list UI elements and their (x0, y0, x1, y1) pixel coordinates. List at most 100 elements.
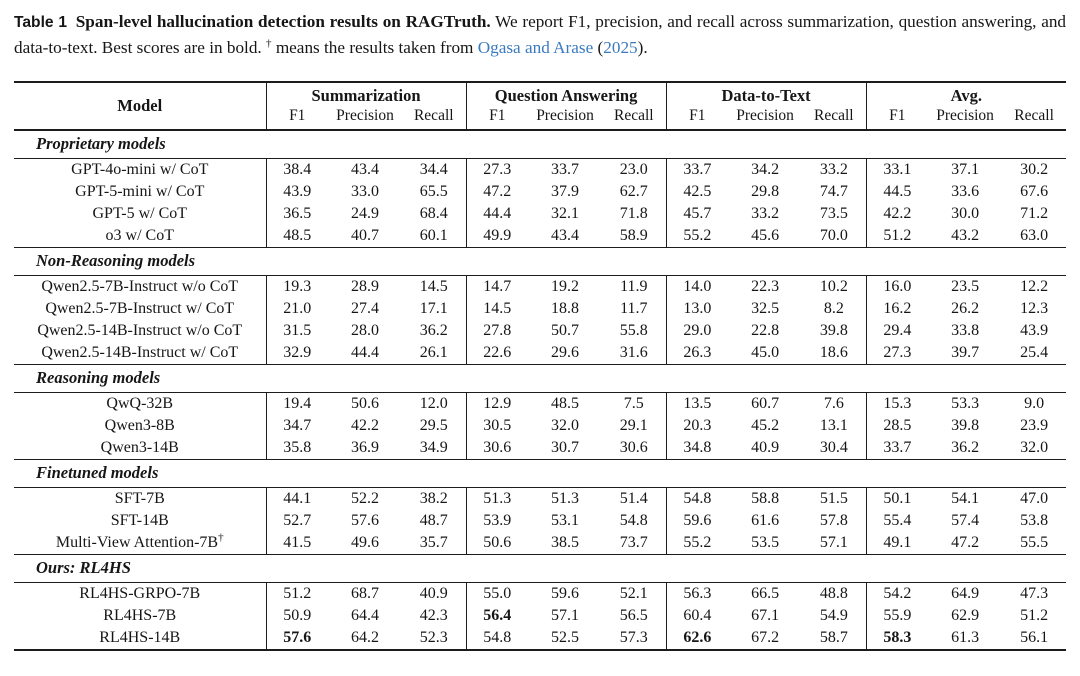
score-cell: 32.0 (551, 417, 580, 434)
score-cell: 57.4 (951, 512, 980, 529)
score-cell: 30.4 (819, 439, 848, 456)
score-cell: 64.9 (951, 585, 980, 602)
score-cell: 50.9 (265, 605, 328, 627)
score-cell: 51.4 (619, 490, 648, 507)
score-cell: 27.3 (865, 342, 929, 365)
section-header-row: Finetuned models (14, 459, 1067, 488)
score-cell: 56.3 (665, 582, 729, 605)
score-cell: 23.5 (951, 278, 980, 295)
score-cell: 45.2 (751, 417, 780, 434)
table-row-qwq-32b: QwQ-32B 19.4 50.6 12.0 12.9 48.5 7.5 13.5 60.7 7.… (14, 392, 1066, 415)
score-cell: 17.1 (419, 300, 448, 317)
score-cell: 33.8 (951, 322, 980, 339)
score-cell: 53.9 (465, 510, 529, 532)
score-cell: 42.3 (419, 607, 448, 624)
score-cell: 52.3 (419, 629, 448, 646)
score-cell: 14.5 (419, 278, 448, 295)
score-cell: 74.7 (819, 183, 848, 200)
score-cell: 38.4 (265, 158, 328, 181)
score-cell: 70.0 (819, 227, 848, 244)
score-cell: 43.9 (265, 181, 328, 203)
score-cell: 45.7 (665, 203, 729, 225)
score-cell: 29.8 (751, 183, 780, 200)
score-cell: 32.5 (751, 300, 780, 317)
score-cell: 30.7 (551, 439, 580, 456)
score-cell: 33.2 (751, 205, 780, 222)
citation-link[interactable]: Ogasa and Arase (477, 38, 594, 57)
score-cell: 31.6 (619, 344, 648, 361)
score-cell: 39.7 (951, 344, 980, 361)
model-cell: QwQ-32B (106, 395, 174, 412)
citation-year-link[interactable]: 2025 (603, 38, 638, 57)
section-title: Non-Reasoning models (14, 247, 1067, 276)
score-cell: 11.7 (620, 300, 648, 317)
score-cell: 44.4 (351, 344, 379, 361)
score-cell: 43.4 (351, 161, 379, 178)
score-cell: 53.1 (551, 512, 580, 529)
section-title: Reasoning models (14, 364, 1067, 393)
score-cell: 14.0 (665, 275, 729, 298)
table-row-gpt-5-w-cot: GPT-5 w/ CoT 36.5 24.9 68.4 44.4 32.1 71.8 45.7… (14, 203, 1066, 225)
score-cell: 11.9 (620, 278, 648, 295)
score-cell: 73.7 (619, 534, 648, 551)
group-header-avg: Avg. (865, 82, 1067, 106)
score-cell: 38.5 (551, 534, 580, 551)
score-cell: 29.6 (551, 344, 580, 361)
group-header-question-answering: Question Answering (465, 82, 667, 106)
score-cell: 36.9 (351, 439, 379, 456)
metric-header-avg-recall: Recall (1014, 107, 1054, 124)
metric-header-avg-f1: F1 (865, 106, 929, 130)
metric-header-question-answering-f1: F1 (465, 106, 529, 130)
table-row-qwen3-8b: Qwen3-8B 34.7 42.2 29.5 30.5 32.0 29.1 20.3 45.2… (14, 415, 1066, 437)
score-cell: 12.3 (1020, 300, 1049, 317)
citation-paren-open: ( (597, 38, 604, 57)
score-cell: 44.4 (465, 203, 529, 225)
score-cell: 38.2 (419, 490, 448, 507)
score-cell: 23.9 (1020, 417, 1049, 434)
model-cell: RL4HS-14B (99, 629, 181, 646)
score-cell: 26.2 (951, 300, 980, 317)
score-cell: 22.8 (751, 322, 780, 339)
score-cell: 52.7 (265, 510, 328, 532)
score-cell: 53.8 (1020, 512, 1049, 529)
score-cell: 8.2 (823, 300, 844, 317)
score-cell: 13.1 (819, 417, 848, 434)
score-cell: 49.9 (465, 225, 529, 248)
caption-body-2: means the results taken from (275, 38, 474, 57)
score-cell: 30.6 (465, 437, 529, 460)
section-title: Proprietary models (14, 130, 1067, 159)
score-cell: 52.2 (351, 490, 379, 507)
metric-header-data-to-text-f1: F1 (665, 106, 729, 130)
score-cell: 36.2 (951, 439, 980, 456)
dagger-icon: † (218, 532, 224, 544)
score-cell: 60.1 (419, 227, 448, 244)
score-cell: 21.0 (265, 298, 328, 320)
score-cell: 33.0 (351, 183, 379, 200)
score-cell: 50.6 (465, 532, 529, 555)
score-cell: 13.0 (665, 298, 729, 320)
score-cell: 30.5 (465, 415, 529, 437)
model-cell: Qwen2.5-7B-Instruct w/o CoT (41, 278, 239, 295)
score-cell: 55.4 (865, 510, 929, 532)
score-cell: 51.5 (819, 490, 848, 507)
score-cell: 51.2 (865, 225, 929, 248)
score-cell: 27.4 (351, 300, 379, 317)
score-cell: 67.1 (751, 607, 780, 624)
score-cell: 10.2 (819, 278, 848, 295)
group-header-data-to-text: Data-to-Text (665, 82, 867, 106)
score-cell: 30.2 (1020, 161, 1049, 178)
score-cell: 34.9 (419, 439, 448, 456)
section-header-row: Ours: RL4HS (14, 554, 1067, 583)
score-cell: 27.8 (465, 320, 529, 342)
table-row-rl4hs-14b: RL4HS-14B 57.6 64.2 52.3 54.8 52.5 57.3 62.6 67.… (14, 627, 1066, 650)
score-cell: 36.2 (419, 322, 448, 339)
score-cell: 15.3 (865, 392, 929, 415)
score-cell: 41.5 (265, 532, 328, 555)
score-cell: 39.8 (951, 417, 980, 434)
score-cell: 50.6 (351, 395, 379, 412)
score-cell: 47.0 (1020, 490, 1049, 507)
score-cell: 58.7 (819, 629, 848, 646)
score-cell: 45.6 (751, 227, 780, 244)
model-cell: GPT-5-mini w/ CoT (75, 183, 205, 200)
